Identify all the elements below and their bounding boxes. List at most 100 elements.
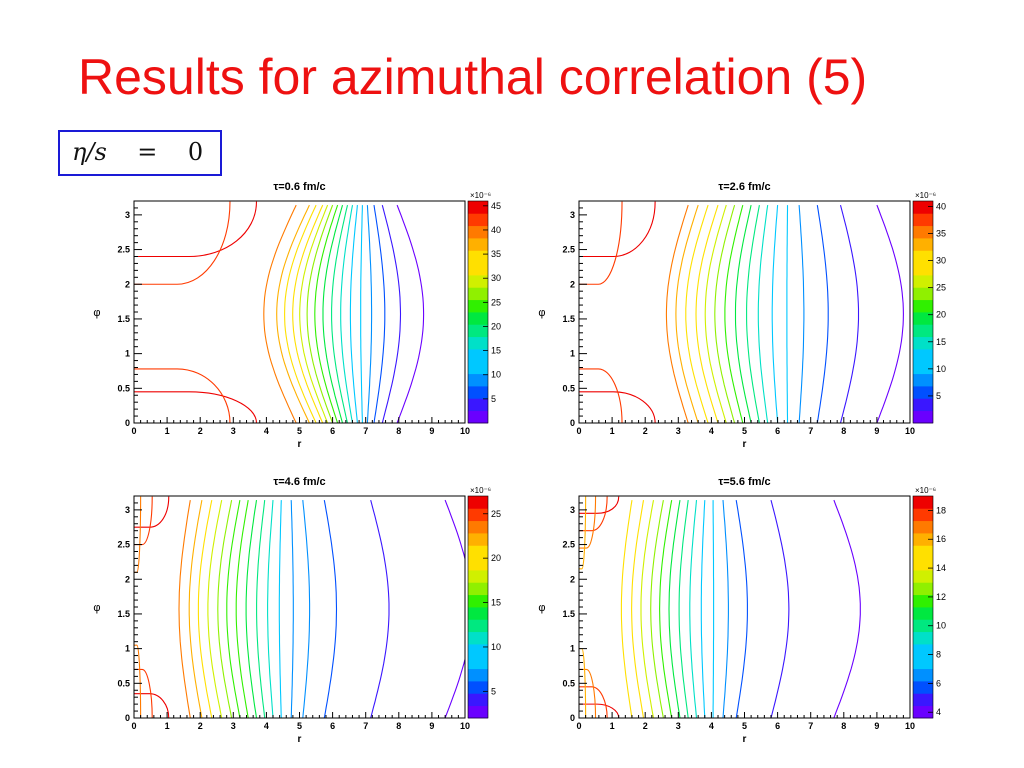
y-tick-label: 3 [570, 505, 575, 515]
contour-line [659, 499, 673, 718]
colorbar-band [468, 607, 488, 620]
colorbar-tick-label: 30 [491, 273, 501, 283]
colorbar-tick-label: 25 [936, 283, 946, 293]
y-axis-label: φ [538, 602, 545, 614]
x-tick-label: 4 [709, 721, 714, 731]
contour-line [323, 499, 338, 718]
x-tick-label: 2 [643, 721, 648, 731]
contour-line [668, 500, 681, 718]
y-tick-label: 1 [125, 644, 130, 654]
colorbar-band [913, 275, 933, 288]
x-axis-label: r [743, 734, 747, 745]
colorbar-band [468, 570, 488, 583]
y-tick-label: 2.5 [117, 540, 130, 550]
y-axis-label: φ [538, 307, 545, 319]
colorbar-band [913, 557, 933, 571]
x-tick-label: 0 [131, 721, 136, 731]
x-tick-label: 6 [775, 721, 780, 731]
colorbar-band [468, 213, 488, 227]
colorbar-band [913, 373, 933, 387]
equation-operator: = [137, 138, 158, 166]
contour-line [366, 205, 373, 423]
x-tick-label: 4 [264, 721, 269, 731]
colorbar-band [913, 361, 933, 375]
x-tick-label: 2 [198, 721, 203, 731]
colorbar-band [468, 287, 488, 301]
colorbar-tick-label: 18 [936, 505, 946, 515]
y-tick-label: 3 [125, 210, 130, 220]
y-tick-label: 1 [570, 349, 575, 359]
contour-line [207, 499, 223, 718]
x-tick-label: 7 [808, 721, 813, 731]
colorbar-band [913, 693, 933, 707]
colorbar-tick-label: 4 [936, 707, 941, 717]
colorbar-band [913, 410, 933, 424]
colorbar-band [468, 496, 488, 509]
colorbar-band [913, 324, 933, 338]
contour-line [816, 205, 829, 423]
colorbar-band [468, 582, 488, 596]
contour-line-inner [579, 201, 656, 258]
contour-line [640, 499, 655, 718]
x-tick-label: 1 [165, 426, 170, 436]
y-tick-label: 3 [570, 210, 575, 220]
contour-line [290, 500, 294, 718]
x-axis-label: r [298, 734, 302, 745]
y-tick-label: 2.5 [562, 245, 575, 255]
contour-line-inner [579, 496, 620, 514]
colorbar-band [913, 520, 933, 534]
colorbar-band [468, 520, 488, 534]
contour-line [226, 499, 241, 718]
x-tick-label: 8 [841, 721, 846, 731]
x-axis-label: r [743, 439, 747, 450]
contour-line [381, 204, 402, 423]
contour-line [299, 204, 329, 423]
x-tick-label: 4 [264, 426, 269, 436]
y-tick-label: 0 [125, 713, 130, 723]
contour-line [786, 205, 789, 423]
colorbar-band [468, 508, 488, 522]
contour-line [700, 500, 706, 718]
x-tick-label: 4 [709, 426, 714, 436]
x-tick-label: 5 [297, 721, 302, 731]
colorbar-band [913, 607, 933, 620]
colorbar-band [468, 373, 488, 387]
contour-line-inner [134, 368, 231, 423]
colorbar-band [468, 545, 488, 559]
contour-line-inner [134, 496, 142, 573]
colorbar-multiplier: ×10⁻⁶ [915, 486, 936, 495]
contour-line [340, 204, 354, 423]
contour-line [306, 204, 334, 423]
colorbar-band [468, 361, 488, 375]
contour-line [444, 499, 465, 718]
y-tick-label: 0.5 [117, 383, 130, 393]
y-tick-label: 2 [570, 279, 575, 289]
colorbar-tick-label: 10 [936, 364, 946, 374]
y-tick-label: 0 [570, 713, 575, 723]
chart-title: τ=2.6 fm/c [718, 181, 770, 193]
colorbar-band [468, 201, 488, 214]
colorbar-band [913, 656, 933, 670]
contour-line-inner [579, 686, 608, 718]
chart-title: τ=4.6 fm/c [273, 476, 325, 488]
colorbar-band [468, 275, 488, 288]
colorbar-tick-label: 15 [491, 598, 501, 608]
colorbar-band [468, 631, 488, 645]
x-tick-label: 5 [742, 426, 747, 436]
x-tick-label: 1 [610, 721, 615, 731]
colorbar-band [468, 533, 488, 546]
colorbar-band [468, 250, 488, 264]
x-tick-label: 7 [808, 426, 813, 436]
contour-line [331, 204, 349, 423]
y-tick-label: 0 [570, 418, 575, 428]
colorbar-tick-label: 20 [936, 310, 946, 320]
contour-line [714, 204, 736, 423]
y-tick-label: 1.5 [562, 314, 575, 324]
colorbar-frame [912, 200, 934, 424]
colorbar-band [468, 299, 488, 313]
contour-line [839, 204, 860, 423]
contour-line [746, 204, 760, 423]
contour-line-inner [579, 668, 597, 718]
contour-line [370, 499, 390, 718]
contour-line [704, 204, 727, 423]
